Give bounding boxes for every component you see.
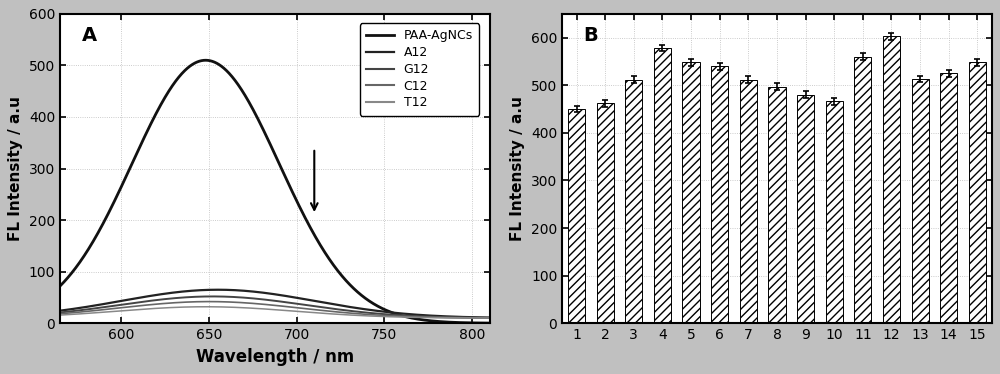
A12 bbox=[349, 306, 361, 310]
C12 bbox=[203, 299, 215, 304]
G12 bbox=[98, 305, 110, 309]
T12 bbox=[244, 306, 256, 310]
T12 bbox=[349, 313, 361, 318]
T12 bbox=[389, 315, 401, 319]
T12 bbox=[228, 305, 240, 310]
PAA-AgNCs bbox=[397, 314, 409, 318]
Bar bbox=[768, 87, 786, 323]
A12 bbox=[212, 288, 224, 292]
Bar bbox=[826, 101, 843, 323]
Bar bbox=[682, 62, 700, 323]
C12 bbox=[54, 312, 66, 316]
C12 bbox=[397, 314, 409, 319]
T12 bbox=[397, 315, 409, 319]
A12 bbox=[244, 289, 256, 294]
PAA-AgNCs bbox=[228, 77, 240, 82]
C12 bbox=[389, 314, 401, 318]
PAA-AgNCs bbox=[389, 312, 401, 316]
Y-axis label: FL Intensity / a.u: FL Intensity / a.u bbox=[510, 96, 525, 241]
Line: A12: A12 bbox=[60, 290, 490, 318]
Text: A: A bbox=[82, 26, 97, 45]
PAA-AgNCs bbox=[54, 284, 66, 288]
G12 bbox=[349, 309, 361, 314]
G12 bbox=[244, 296, 256, 300]
A12 bbox=[397, 312, 409, 316]
A12 bbox=[54, 309, 66, 313]
PAA-AgNCs bbox=[98, 220, 110, 224]
G12 bbox=[397, 313, 409, 318]
T12 bbox=[54, 313, 66, 317]
Bar bbox=[797, 95, 814, 323]
Text: B: B bbox=[584, 26, 598, 45]
T12 bbox=[199, 304, 211, 309]
A12 bbox=[228, 288, 240, 292]
C12 bbox=[349, 311, 361, 316]
Bar bbox=[625, 80, 642, 323]
Bar bbox=[912, 79, 929, 323]
Bar bbox=[711, 66, 728, 323]
Bar bbox=[568, 109, 585, 323]
A12 bbox=[98, 302, 110, 306]
PAA-AgNCs bbox=[349, 288, 361, 292]
Bar bbox=[940, 73, 957, 323]
Legend: PAA-AgNCs, A12, G12, C12, T12: PAA-AgNCs, A12, G12, C12, T12 bbox=[360, 23, 479, 116]
T12 bbox=[484, 316, 496, 320]
T12 bbox=[98, 310, 110, 315]
Line: T12: T12 bbox=[60, 307, 490, 318]
Bar bbox=[597, 103, 614, 323]
G12 bbox=[207, 294, 219, 299]
A12 bbox=[389, 311, 401, 315]
PAA-AgNCs bbox=[199, 58, 211, 62]
Y-axis label: FL Intensity / a.u: FL Intensity / a.u bbox=[8, 96, 23, 241]
Bar bbox=[654, 48, 671, 323]
Bar bbox=[883, 36, 900, 323]
Line: PAA-AgNCs: PAA-AgNCs bbox=[60, 60, 490, 323]
C12 bbox=[98, 307, 110, 312]
Line: G12: G12 bbox=[60, 297, 490, 318]
A12 bbox=[484, 315, 496, 320]
PAA-AgNCs bbox=[244, 101, 256, 106]
G12 bbox=[484, 316, 496, 320]
C12 bbox=[484, 316, 496, 320]
C12 bbox=[244, 301, 256, 306]
Bar bbox=[854, 57, 871, 323]
G12 bbox=[228, 295, 240, 299]
X-axis label: Wavelength / nm: Wavelength / nm bbox=[196, 348, 354, 366]
Bar bbox=[740, 80, 757, 323]
Bar bbox=[969, 62, 986, 323]
G12 bbox=[389, 313, 401, 317]
Line: C12: C12 bbox=[60, 301, 490, 318]
PAA-AgNCs bbox=[484, 321, 496, 325]
C12 bbox=[228, 300, 240, 304]
G12 bbox=[54, 310, 66, 315]
